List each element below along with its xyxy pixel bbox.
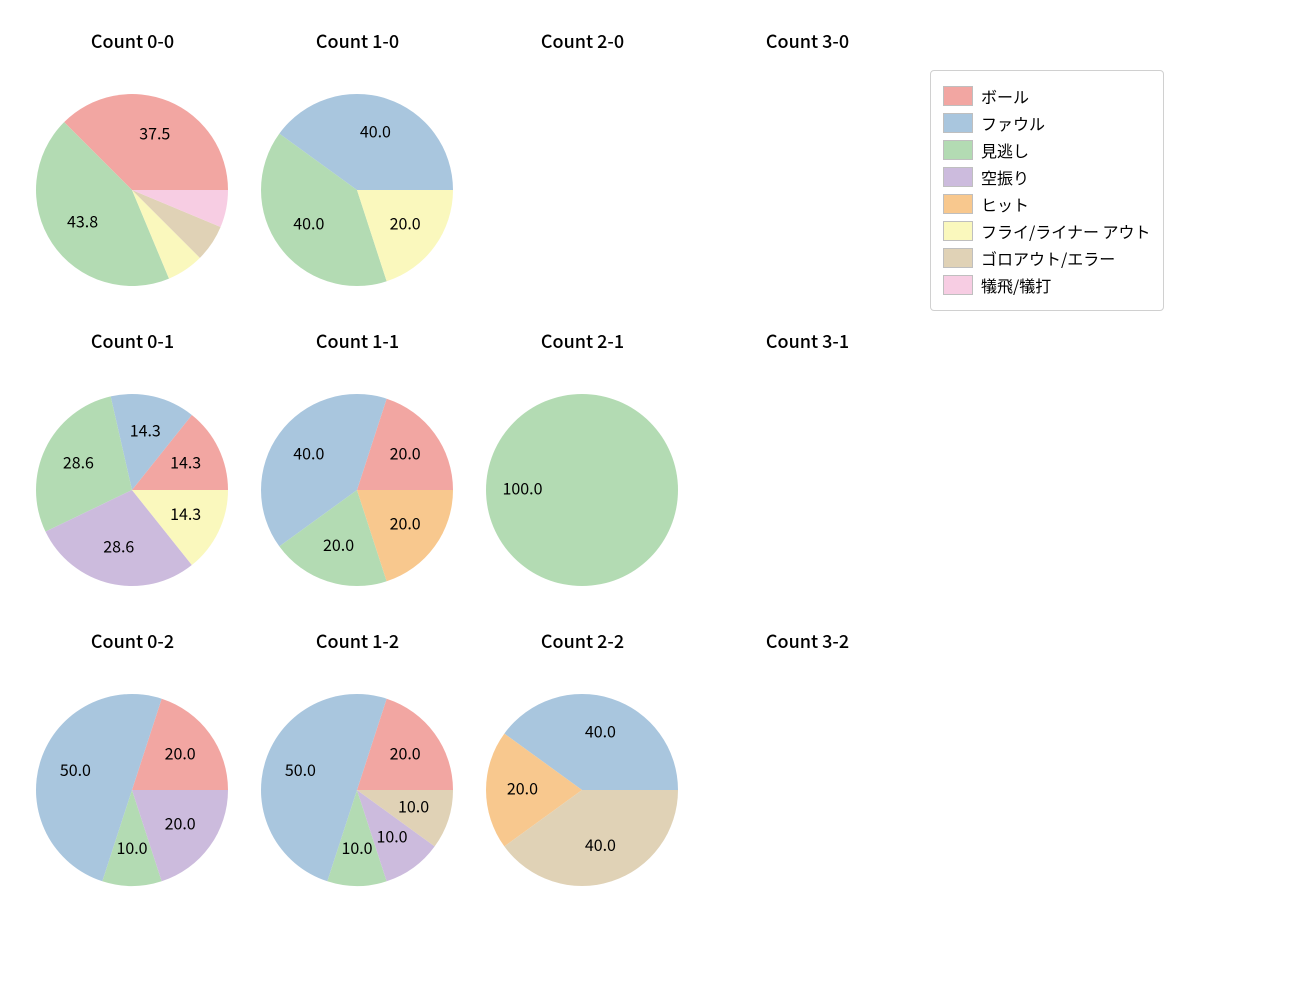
pie-slice-label: 20.0 <box>165 810 196 834</box>
panel-title: Count 3-2 <box>766 628 849 654</box>
panel-count-0-2: Count 0-220.050.010.020.0 <box>20 620 245 920</box>
pie-chart: 20.0 40.0 20.0 20.0 <box>245 320 470 620</box>
legend-label: ファウル <box>981 111 1045 135</box>
legend-item: 見逃し <box>943 138 1151 162</box>
pie-slice-label: 40.0 <box>585 719 616 743</box>
pie-slice-label: 28.6 <box>63 450 94 474</box>
legend: ボールファウル見逃し空振りヒットフライ/ライナー アウトゴロアウト/エラー犠飛/… <box>930 70 1164 311</box>
pie-slice-label: 28.6 <box>103 533 134 557</box>
panel-count-3-1: Count 3-1 <box>695 320 920 620</box>
pie-chart: 40.0 20.0 40.0 <box>470 620 695 920</box>
pie-slice-label: 10.0 <box>376 823 407 847</box>
legend-swatch <box>943 221 973 241</box>
legend-swatch <box>943 86 973 106</box>
pie-slice-label: 14.3 <box>130 417 161 441</box>
pie-slice-label: 40.0 <box>293 440 324 464</box>
legend-label: ヒット <box>981 192 1029 216</box>
panel-count-2-1: Count 2-1100.0 <box>470 320 695 620</box>
panel-count-1-1: Count 1-120.040.020.020.0 <box>245 320 470 620</box>
panel-title: Count 3-0 <box>766 28 849 54</box>
pie-slice-label: 20.0 <box>323 532 354 556</box>
pie-slice-label: 10.0 <box>341 835 372 859</box>
pie-slice-label: 100.0 <box>502 475 542 499</box>
legend-item: フライ/ライナー アウト <box>943 219 1151 243</box>
legend-swatch <box>943 140 973 160</box>
legend-item: 犠飛/犠打 <box>943 273 1151 297</box>
pie-chart: 20.050.010.010.010.0 <box>245 620 470 920</box>
legend-swatch <box>943 194 973 214</box>
panel-count-1-2: Count 1-220.050.010.010.010.0 <box>245 620 470 920</box>
pie-chart: 14.3 14.3 28.6 28.6 14.3 <box>20 320 245 620</box>
pie-slice-label: 20.0 <box>390 510 421 534</box>
panel-count-1-0: Count 1-040.040.020.0 <box>245 20 470 320</box>
legend-swatch <box>943 113 973 133</box>
pie-slice-label: 37.5 <box>139 120 170 144</box>
pie-slice-label: 14.3 <box>170 450 201 474</box>
pie-slice-label: 40.0 <box>293 210 324 234</box>
pie-slice-label: 20.0 <box>507 775 538 799</box>
legend-swatch <box>943 275 973 295</box>
legend-swatch <box>943 167 973 187</box>
pie-chart: 37.5 43.8 <box>20 20 245 320</box>
pie-chart: 100.0 <box>470 320 695 620</box>
panel-count-0-1: Count 0-114.314.328.628.614.3 <box>20 320 245 620</box>
pie-slice-label: 40.0 <box>585 832 616 856</box>
legend-item: ファウル <box>943 111 1151 135</box>
pie-slice-label: 20.0 <box>165 740 196 764</box>
legend-label: 空振り <box>981 165 1029 189</box>
legend-label: 見逃し <box>981 138 1029 162</box>
legend-item: ゴロアウト/エラー <box>943 246 1151 270</box>
pie-slice-label: 43.8 <box>67 208 98 232</box>
pie-slice-label: 40.0 <box>360 119 391 143</box>
panel-title: Count 2-0 <box>541 28 624 54</box>
legend-label: ゴロアウト/エラー <box>981 246 1115 270</box>
pie-slice-label: 20.0 <box>390 440 421 464</box>
pie-slice-label: 50.0 <box>60 757 91 781</box>
pie-slice-label: 20.0 <box>390 210 421 234</box>
panel-count-3-2: Count 3-2 <box>695 620 920 920</box>
legend-label: 犠飛/犠打 <box>981 273 1051 297</box>
panel-count-2-0: Count 2-0 <box>470 20 695 320</box>
pie-slice-label: 20.0 <box>390 740 421 764</box>
pie-slice-label: 50.0 <box>285 757 316 781</box>
legend-label: ボール <box>981 84 1029 108</box>
panel-count-0-0: Count 0-037.543.8 <box>20 20 245 320</box>
pie-slice-label: 10.0 <box>116 835 147 859</box>
panel-count-2-2: Count 2-240.020.040.0 <box>470 620 695 920</box>
legend-item: ボール <box>943 84 1151 108</box>
pie-slice-label: 10.0 <box>398 794 429 818</box>
pie-slice-label: 14.3 <box>170 501 201 525</box>
panel-count-3-0: Count 3-0 <box>695 20 920 320</box>
pie-grid-chart: Count 0-037.543.8Count 1-040.040.020.0Co… <box>0 0 1300 1000</box>
pie-chart: 40.0 40.0 20.0 <box>245 20 470 320</box>
pie-chart: 20.0 50.0 10.0 20.0 <box>20 620 245 920</box>
legend-item: ヒット <box>943 192 1151 216</box>
legend-item: 空振り <box>943 165 1151 189</box>
legend-swatch <box>943 248 973 268</box>
panel-title: Count 3-1 <box>766 328 849 354</box>
legend-label: フライ/ライナー アウト <box>981 219 1151 243</box>
